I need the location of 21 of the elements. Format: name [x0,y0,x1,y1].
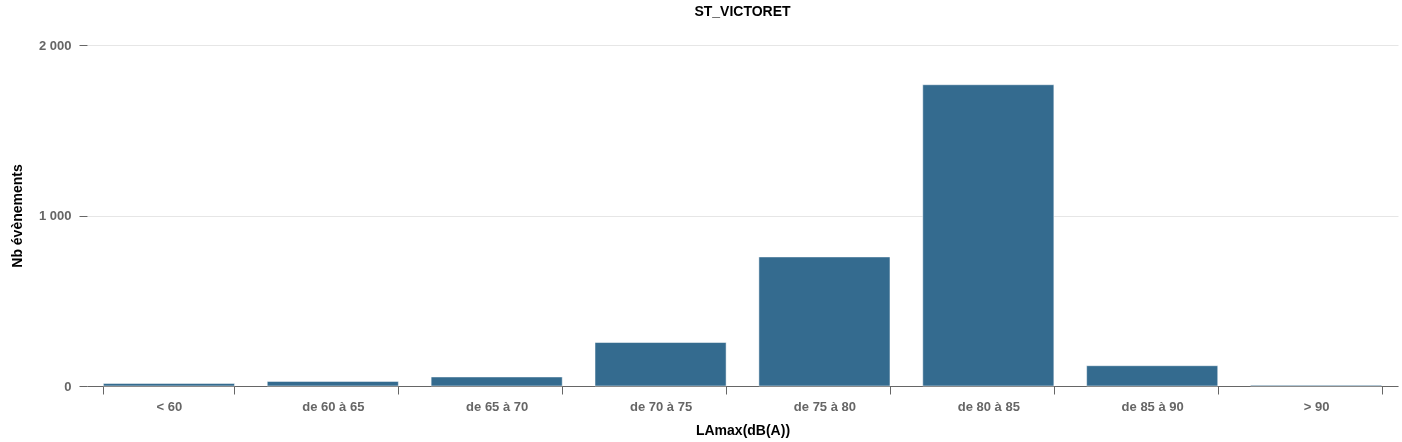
chart-title: ST_VICTORET [694,3,792,19]
bar [1086,365,1218,387]
y-tick-label: 1 000 [38,208,72,223]
x-tick-label: < 60 [156,398,183,414]
bar [922,84,1055,387]
x-tick-label: de 80 à 85 [957,398,1020,414]
x-tick-label: de 65 à 70 [466,398,529,414]
x-tick-label: de 70 à 75 [629,398,693,414]
x-tick-label: de 75 à 80 [793,398,857,414]
bar [594,342,727,387]
y-tick-label: 2 000 [38,37,72,53]
x-tick-label: de 60 à 65 [302,398,365,414]
bar [267,381,399,387]
x-tick-label: de 85 à 90 [1121,398,1184,414]
bar [103,383,235,387]
bar [430,376,563,387]
x-tick-label: > 90 [1303,398,1330,414]
y-tick-label: 0 [64,378,72,394]
bar [758,256,891,387]
x-axis-title: LAmax(dB(A)) [695,421,791,438]
y-axis-title: Nb évènements [8,164,25,268]
